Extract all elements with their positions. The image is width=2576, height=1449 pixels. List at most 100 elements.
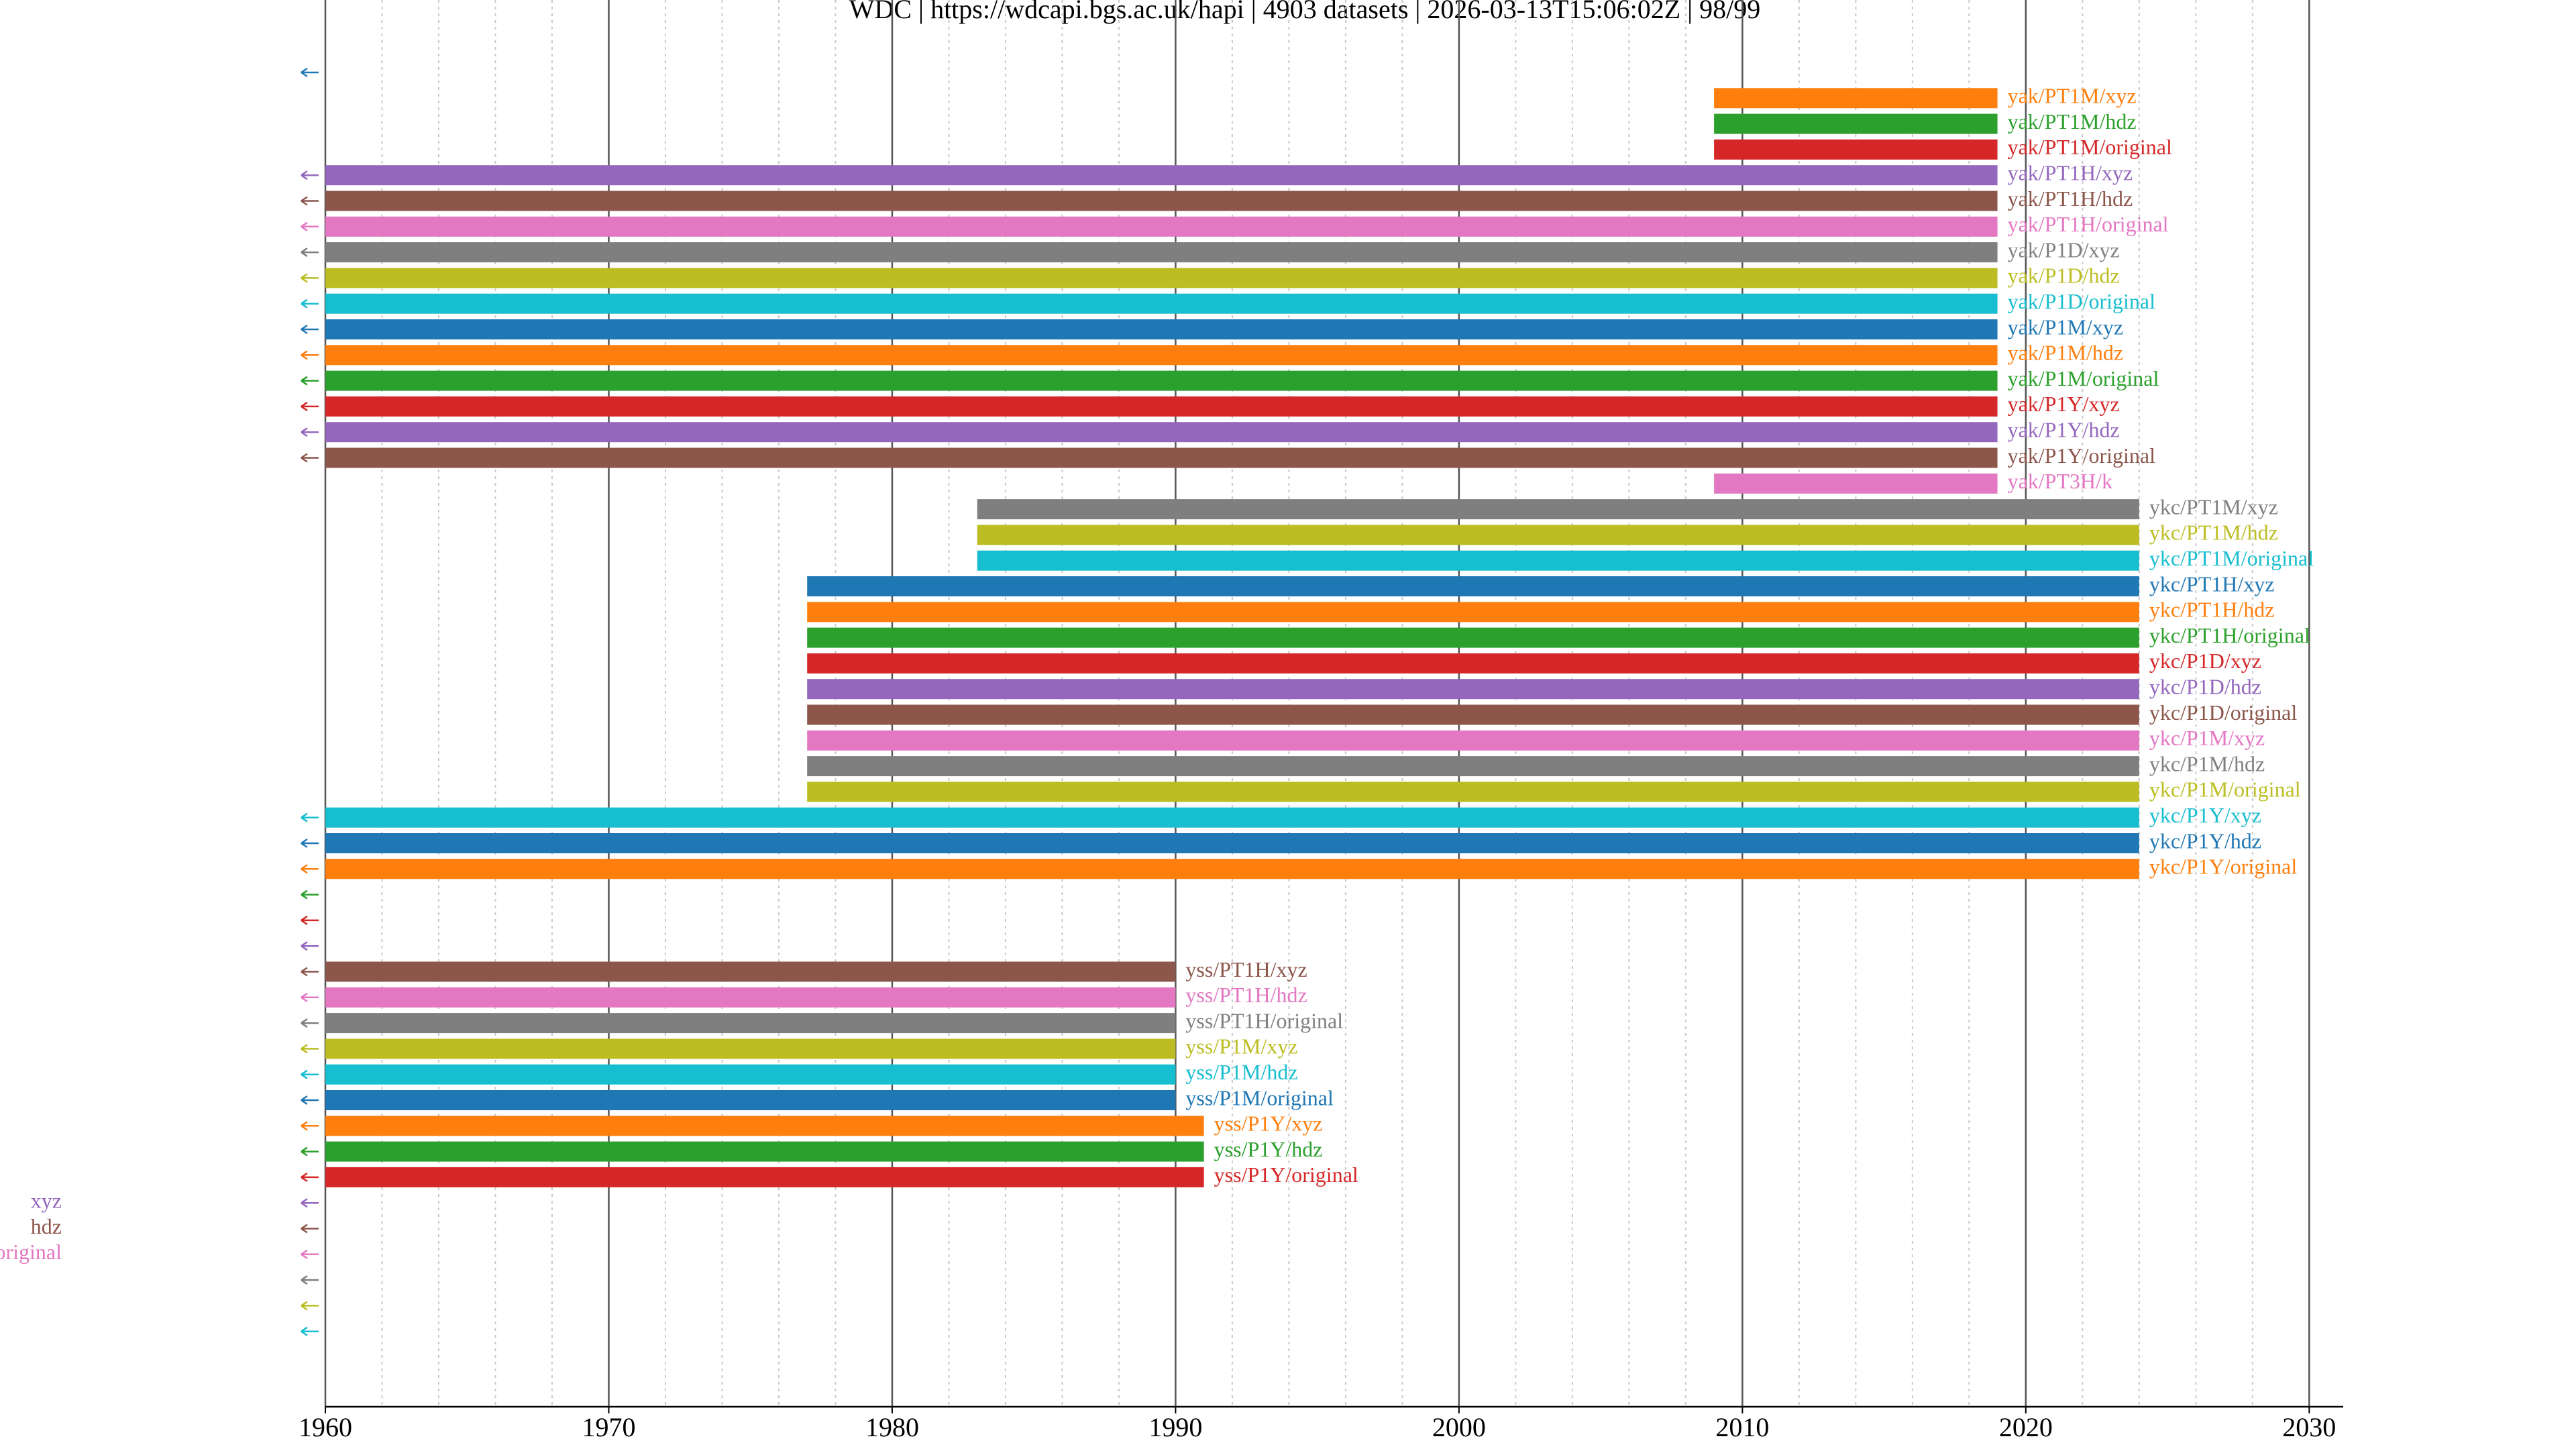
bar xyxy=(807,730,2139,751)
bar xyxy=(1714,113,1998,134)
bar-label: yak/PT1H/hdz xyxy=(2008,186,2133,211)
bar-label: yak/PT3H/k xyxy=(2008,469,2112,493)
clipped-arrow xyxy=(301,1172,319,1182)
bar xyxy=(807,627,2139,648)
clipped-arrow xyxy=(301,350,319,360)
bar xyxy=(325,370,1998,391)
bar-label: ykc/PT1M/original xyxy=(2149,546,2314,570)
bar-label: ykc/P1D/xyz xyxy=(2149,649,2261,673)
bar xyxy=(325,859,2139,879)
bar xyxy=(325,1013,1176,1034)
bar-label: ykc/P1Y/xyz xyxy=(2149,803,2261,827)
bar-label: ykc/P1M/xyz xyxy=(2149,726,2265,750)
bar-label: ykc/PT1M/xyz xyxy=(2149,494,2278,519)
clipped-arrow xyxy=(301,453,319,463)
bar-label: yak/PT1H/original xyxy=(2008,212,2169,236)
bar-label: xyz xyxy=(31,1189,62,1213)
bar-label: ykc/P1D/original xyxy=(2149,700,2298,724)
x-tick-label: 1990 xyxy=(1148,1412,1202,1442)
bar-label: yak/P1Y/xyz xyxy=(2008,392,2120,416)
bar xyxy=(325,1090,1176,1110)
bar-label: ykc/P1D/hdz xyxy=(2149,675,2261,699)
bar-label: yss/P1Y/hdz xyxy=(1214,1137,1323,1161)
clipped-arrow xyxy=(301,890,319,900)
bar xyxy=(325,319,1998,339)
bar-label: yss/PT1H/original xyxy=(1185,1008,1343,1032)
bar-label: ykc/PT1M/hdz xyxy=(2149,521,2278,545)
x-tick-label: 1980 xyxy=(865,1412,919,1442)
clipped-arrow xyxy=(301,1249,319,1259)
bar-label: yak/P1D/xyz xyxy=(2008,237,2120,262)
bar-label: yak/P1D/original xyxy=(2008,289,2156,313)
bar-label: yss/PT1H/hdz xyxy=(1185,983,1307,1007)
clipped-arrow xyxy=(301,273,319,283)
clipped-arrow xyxy=(301,812,319,822)
bar-label: yss/P1M/xyz xyxy=(1185,1034,1297,1059)
bar xyxy=(325,807,2139,828)
clipped-arrow xyxy=(301,1018,319,1028)
bar-label: yak/P1M/original xyxy=(2008,366,2159,390)
bar xyxy=(1714,473,1998,494)
bar xyxy=(325,216,1998,237)
bar-label: yak/P1Y/original xyxy=(2008,443,2156,468)
bar-label: ykc/PT1H/original xyxy=(2149,623,2310,647)
clipped-arrow xyxy=(301,1198,319,1208)
clipped-arrow xyxy=(301,1275,319,1285)
clipped-arrow xyxy=(301,1301,319,1311)
clipped-arrow xyxy=(301,864,319,874)
bar xyxy=(325,165,1998,186)
bar-label: yak/PT1H/xyz xyxy=(2008,161,2133,185)
clipped-arrow xyxy=(301,1044,319,1054)
clipped-arrow xyxy=(301,196,319,206)
bar xyxy=(325,833,2139,853)
bar xyxy=(325,1141,1204,1162)
x-tick-label: 2010 xyxy=(1715,1412,1769,1442)
bar-label: yak/P1M/hdz xyxy=(2008,341,2123,365)
clipped-arrow xyxy=(301,915,319,925)
bar-label: yak/PT1M/hdz xyxy=(2008,109,2137,133)
x-tick-label: 1960 xyxy=(299,1412,352,1442)
bar-label: yak/P1Y/hdz xyxy=(2008,418,2120,442)
clipped-arrow xyxy=(301,1121,319,1131)
clipped-arrow xyxy=(301,221,319,231)
bar xyxy=(977,499,2139,520)
clipped-arrow xyxy=(301,401,319,411)
clipped-arrow xyxy=(301,967,319,977)
clipped-arrow xyxy=(301,427,319,437)
bar xyxy=(325,422,1998,443)
chart-title: WDC | https://wdcapi.bgs.ac.uk/hapi | 49… xyxy=(849,0,1761,24)
clipped-arrow xyxy=(301,1146,319,1157)
bar-label: yss/P1Y/xyz xyxy=(1214,1112,1323,1136)
bar xyxy=(807,704,2139,725)
bar xyxy=(325,268,1998,288)
bar xyxy=(325,1064,1176,1085)
bar xyxy=(325,447,1998,468)
clipped-arrow xyxy=(301,67,319,78)
bar-label: ykc/P1M/original xyxy=(2149,777,2301,802)
bar xyxy=(807,602,2139,623)
bar-label: yss/P1M/original xyxy=(1185,1085,1334,1110)
bar xyxy=(807,653,2139,674)
clipped-arrow xyxy=(301,170,319,180)
bar xyxy=(325,961,1176,982)
x-tick-label: 2020 xyxy=(1999,1412,2053,1442)
bar-label: yak/P1D/hdz xyxy=(2008,264,2120,288)
x-tick-label: 1970 xyxy=(582,1412,635,1442)
bar xyxy=(325,1038,1176,1059)
bar xyxy=(977,525,2139,545)
clipped-arrow xyxy=(301,1326,319,1336)
bar-label: yak/PT1M/xyz xyxy=(2008,84,2137,108)
bar xyxy=(807,679,2139,700)
clipped-arrow xyxy=(301,248,319,258)
bar-label: hdz xyxy=(31,1214,62,1238)
bar-label: ykc/P1Y/original xyxy=(2149,855,2298,879)
bar xyxy=(325,242,1998,263)
bar-label: ykc/PT1H/hdz xyxy=(2149,598,2275,622)
clipped-arrow xyxy=(301,299,319,309)
bar xyxy=(807,782,2139,802)
bar xyxy=(325,1167,1204,1187)
bar xyxy=(325,191,1998,211)
bar xyxy=(325,345,1998,366)
